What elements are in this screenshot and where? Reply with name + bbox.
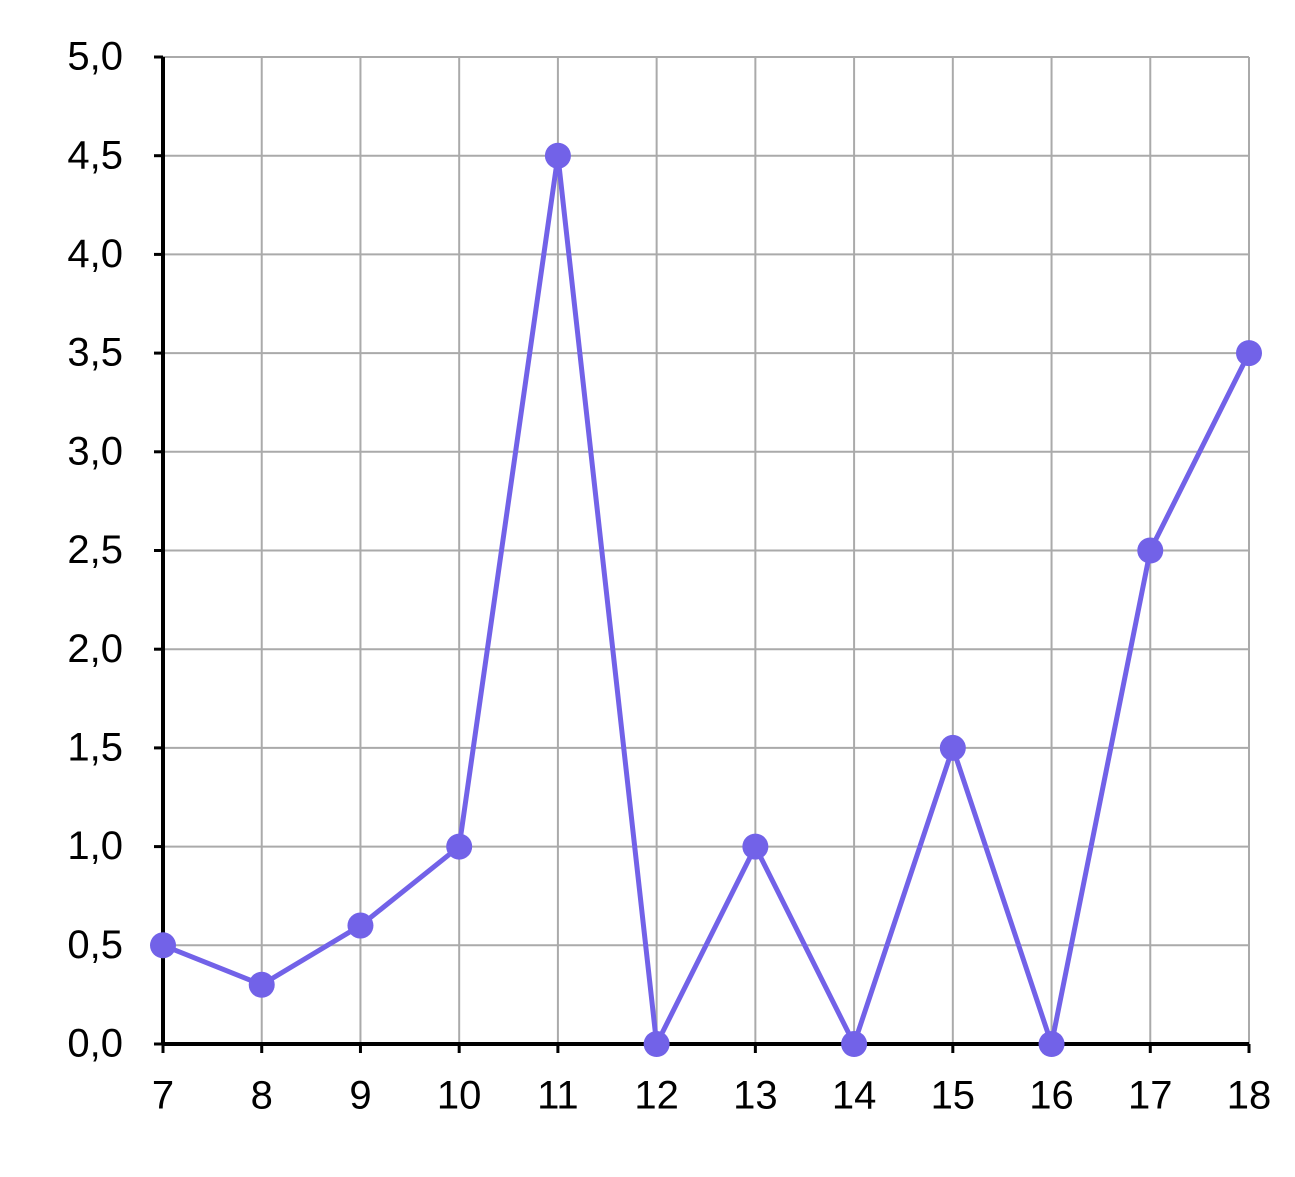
x-tick-label: 7 [152,1074,174,1118]
data-point [643,1031,670,1057]
x-tick-label: 18 [1227,1074,1272,1118]
data-point [742,833,769,860]
y-tick-label: 4,5 [67,133,123,177]
x-tick-label: 12 [634,1074,679,1118]
data-point [248,971,275,998]
x-tick-label: 16 [1029,1074,1074,1118]
y-tick-label: 2,5 [67,528,123,572]
x-tick-label: 8 [251,1074,273,1118]
y-tick-label: 1,0 [67,824,123,868]
x-tick-label: 9 [349,1074,371,1118]
data-point [1038,1031,1065,1057]
data-point [939,734,966,761]
data-point [1137,537,1164,564]
data-point [841,1031,868,1057]
data-point [446,833,473,860]
data-point [1236,340,1262,367]
data-point [544,142,571,169]
y-tick-label: 0,5 [67,923,123,967]
y-tick-label: 0,0 [67,1022,123,1066]
y-tick-label: 3,5 [67,331,123,375]
y-tick-label: 2,0 [67,627,123,671]
x-tick-label: 10 [437,1074,482,1118]
x-tick-label: 14 [832,1074,877,1118]
data-point [347,912,374,939]
x-tick-label: 11 [537,1074,579,1118]
y-tick-label: 1,5 [67,725,123,769]
x-tick-label: 15 [931,1074,976,1118]
y-tick-label: 3,0 [67,429,123,473]
data-line [162,155,1252,1054]
data-point [150,932,176,959]
y-tick-label: 5,0 [67,35,123,79]
x-tick-label: 17 [1128,1074,1173,1118]
x-tick-label: 13 [733,1074,778,1118]
y-tick-label: 4,0 [67,232,123,276]
